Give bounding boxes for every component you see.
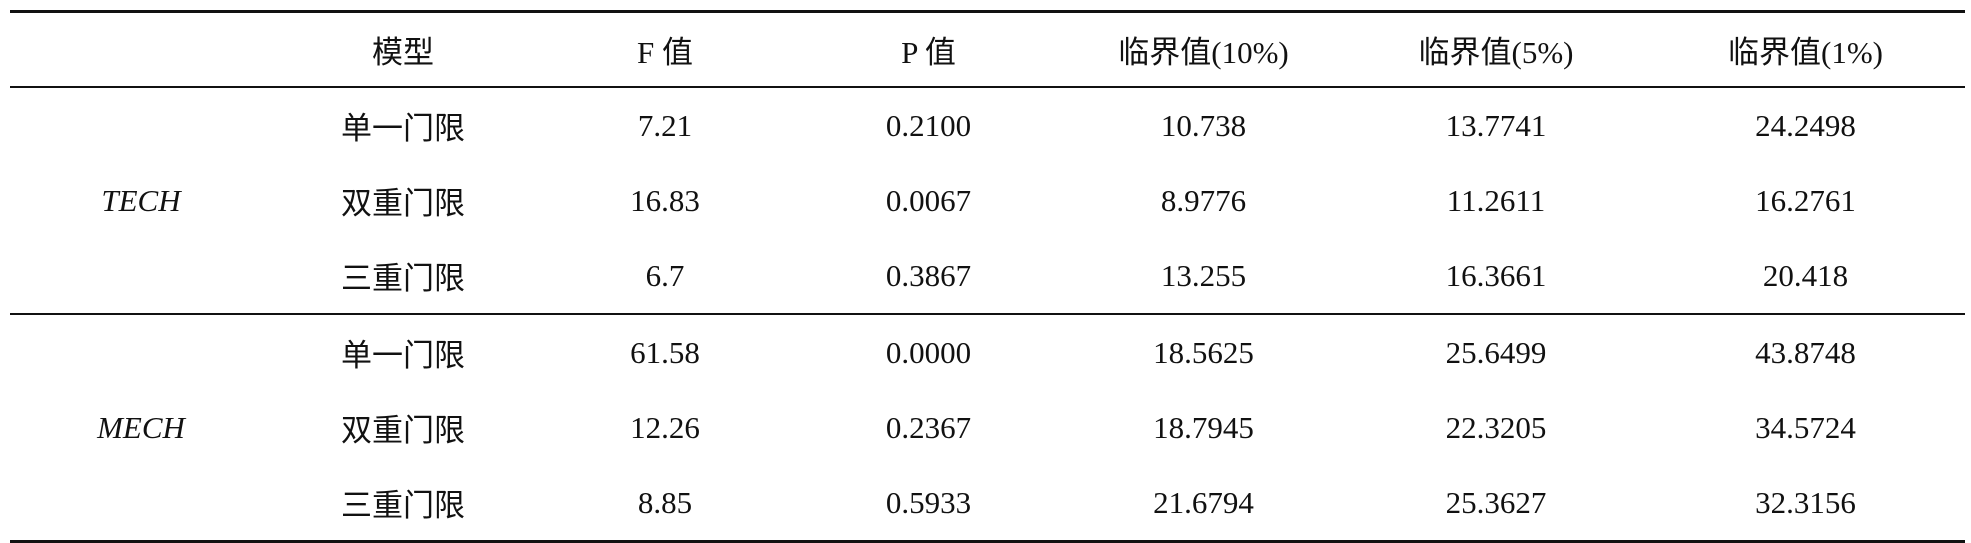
value-cell: 6.7: [534, 238, 796, 315]
value-cell: 16.83: [630, 182, 700, 218]
data-row: 三重门限 8.85 0.5933 21.6794 25.3627 32.3156: [10, 465, 1965, 543]
header-cell: P 值: [796, 10, 1061, 88]
value-cell: 24.2498: [1755, 107, 1856, 143]
group: TECH 单一门限 7.21 0.2100 10.738 13.7741 24.2498 双重…: [10, 87, 1965, 315]
value-cell: 18.5625: [1153, 334, 1254, 370]
value-cell: 18.7945: [1153, 409, 1254, 445]
value-cell: 22.3205: [1445, 409, 1547, 445]
value-cell: 12.26: [630, 409, 700, 445]
value-cell: 13.7741: [1445, 107, 1547, 143]
group-label: MECH: [10, 314, 272, 543]
value-cell: 11.2611: [1446, 182, 1546, 218]
header-cell: F 值: [534, 10, 796, 88]
header-cell: 临界值(1%): [1646, 10, 1965, 88]
header-cell: 临界值(10%): [1061, 10, 1346, 88]
model-cell: 单一门限: [341, 338, 465, 373]
value-cell: 10.738: [1160, 107, 1247, 143]
value-cell: 7.21: [637, 107, 693, 143]
group-label: TECH: [10, 87, 272, 315]
group: MECH 单一门限 61.58 0.0000 18.5625 25.6499 43.8748…: [10, 314, 1965, 543]
value-cell: 0.2367: [885, 409, 972, 445]
value-cell: 16.3661: [1346, 238, 1646, 315]
header-cell: 临界值(5%): [1346, 10, 1646, 88]
header-cell: 模型: [272, 10, 534, 88]
value-cell: 0.2100: [885, 107, 972, 143]
model-cell: 三重门限: [272, 465, 534, 543]
header-cell: [10, 10, 272, 88]
model-cell: 双重门限: [341, 413, 465, 448]
data-row: 三重门限 6.7 0.3867 13.255 16.3661 20.418: [10, 238, 1965, 315]
value-cell: 34.5724: [1755, 409, 1856, 445]
value-cell: 32.3156: [1646, 465, 1965, 543]
data-row: 双重门限 16.83 0.0067 8.9776 11.2611 16.2761: [10, 163, 1965, 238]
value-cell: 21.6794: [1061, 465, 1346, 543]
value-cell: 8.85: [534, 465, 796, 543]
model-cell: 三重门限: [272, 238, 534, 315]
value-cell: 0.0000: [885, 334, 972, 370]
value-cell: 61.58: [630, 334, 700, 370]
value-cell: 25.6499: [1445, 334, 1547, 370]
data-row: TECH 单一门限 7.21 0.2100 10.738 13.7741 24.2498: [10, 87, 1965, 315]
value-cell: 8.9776: [1160, 182, 1247, 218]
value-cell: 25.3627: [1346, 465, 1646, 543]
value-cell: 13.255: [1061, 238, 1346, 315]
model-cell: 双重门限: [341, 186, 465, 221]
model-cell: 单一门限: [341, 111, 465, 146]
value-cell: 43.8748: [1755, 334, 1856, 370]
value-cell: 16.2761: [1755, 182, 1856, 218]
data-row: 双重门限 12.26 0.2367 18.7945 22.3205 34.5724: [10, 390, 1965, 465]
value-cell: 0.0067: [885, 182, 972, 218]
data-row: MECH 单一门限 61.58 0.0000 18.5625 25.6499 43.8748: [10, 314, 1965, 543]
value-cell: 0.3867: [796, 238, 1061, 315]
value-cell: 0.5933: [796, 465, 1061, 543]
value-cell: 20.418: [1646, 238, 1965, 315]
